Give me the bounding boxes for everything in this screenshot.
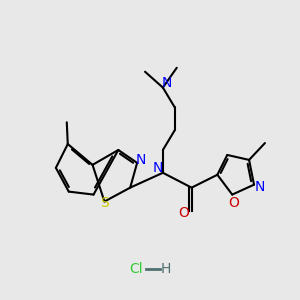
Text: S: S [100,196,109,209]
Text: O: O [228,196,239,209]
Text: N: N [136,153,146,167]
Text: N: N [153,161,163,175]
Text: O: O [178,206,189,220]
Text: H: H [161,262,171,276]
Text: Cl: Cl [129,262,143,276]
Text: N: N [162,76,172,90]
Text: N: N [255,180,265,194]
